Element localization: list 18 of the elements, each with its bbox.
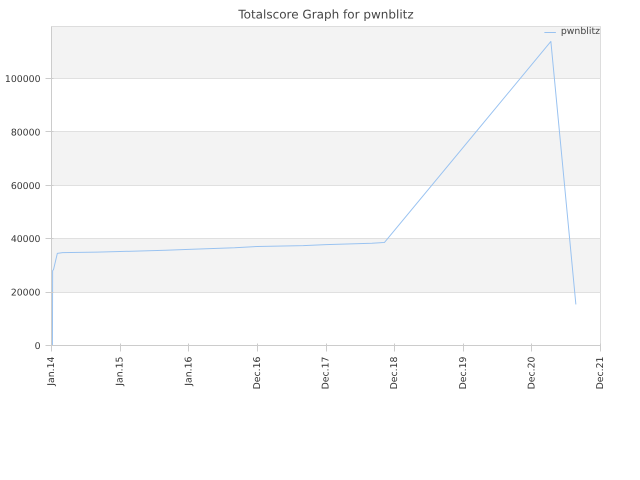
y-tick-label: 20000 — [10, 288, 41, 299]
x-tick-label: Jan.14 — [46, 356, 57, 387]
x-tick-label: Jan.16 — [183, 356, 194, 387]
x-tick-label: Dec.20 — [526, 356, 538, 390]
x-tick-label: Jan.15 — [114, 356, 126, 387]
y-tick-label: 60000 — [10, 180, 41, 192]
y-tick-label: 80000 — [10, 127, 41, 138]
x-tick-label: Dec.21 — [595, 356, 606, 390]
x-tick-label: Dec.17 — [320, 356, 332, 390]
x-tick-label: Dec.19 — [458, 356, 469, 390]
legend-label: pwnblitz — [560, 26, 600, 37]
chart-title: Totalscore Graph for pwnblitz — [237, 8, 414, 22]
y-tick-label: 40000 — [10, 234, 41, 246]
line-series — [52, 40, 576, 346]
y-tick-label: 0 — [34, 341, 41, 352]
x-tick-label: Dec.16 — [252, 356, 263, 390]
y-tick-label: 100000 — [4, 74, 41, 86]
x-tick-label: Dec.18 — [389, 356, 400, 390]
